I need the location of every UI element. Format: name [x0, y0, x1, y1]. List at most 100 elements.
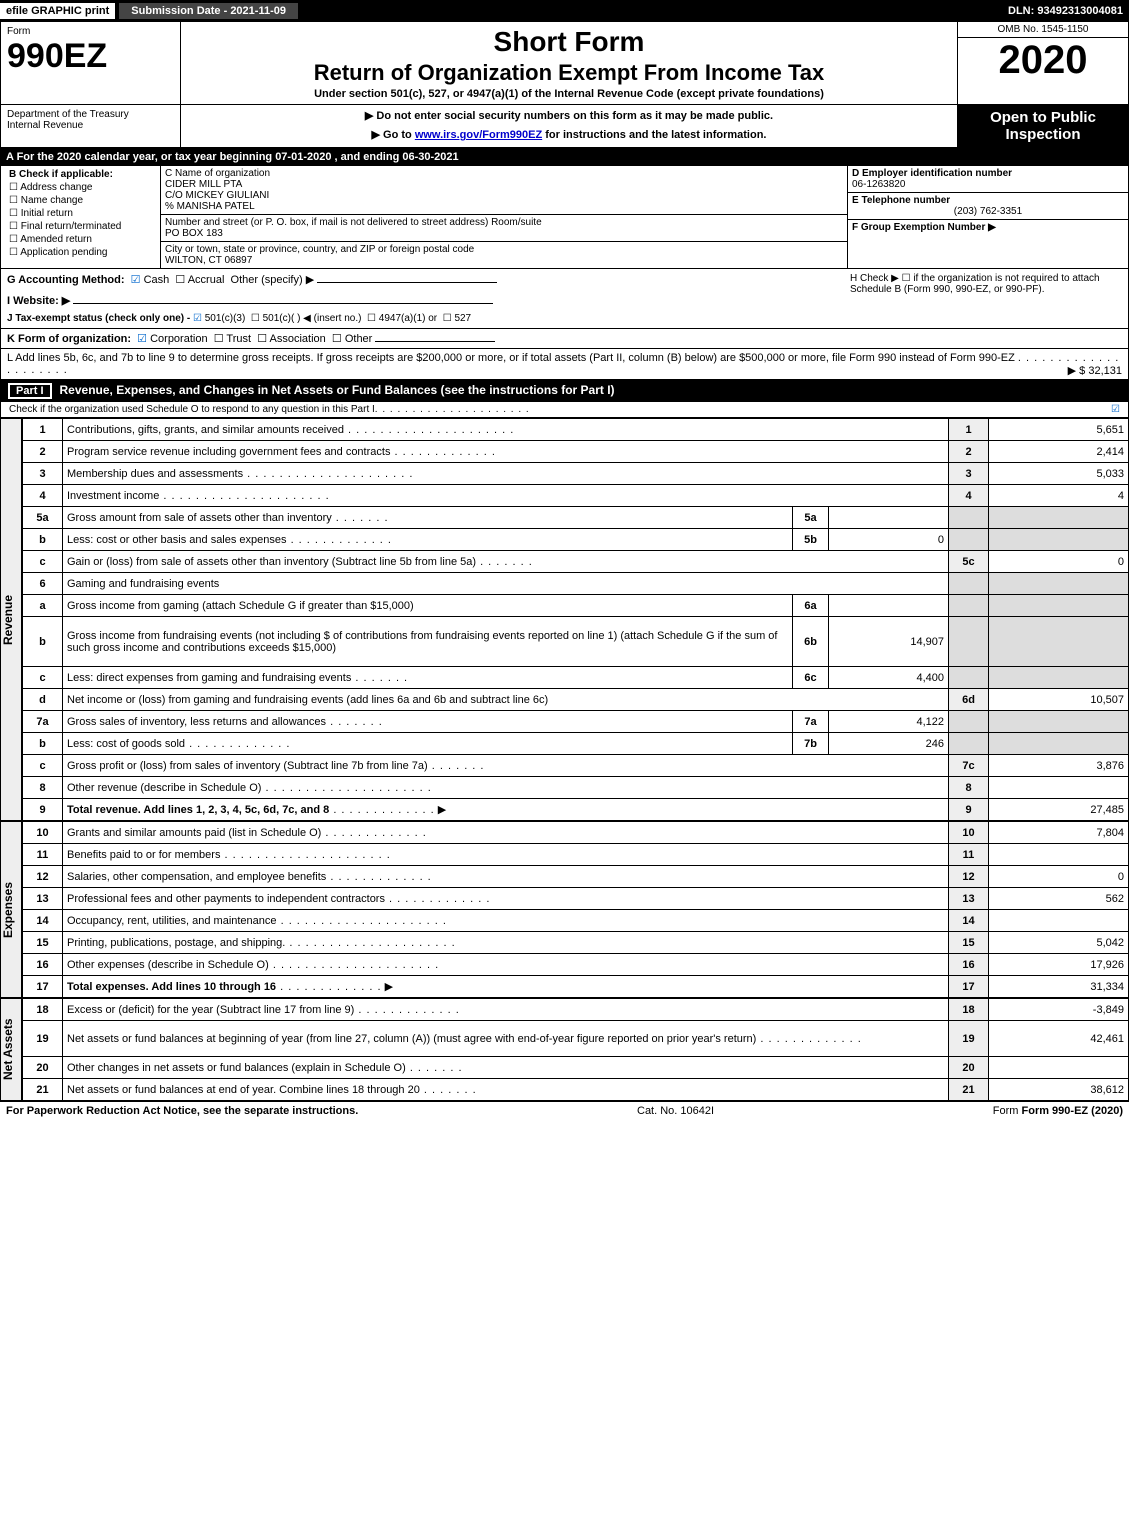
form-number: 990EZ	[7, 37, 174, 76]
line-8: 8Other revenue (describe in Schedule O)8	[23, 777, 1129, 799]
line-6a: aGross income from gaming (attach Schedu…	[23, 595, 1129, 617]
part1-sub-text: Check if the organization used Schedule …	[9, 404, 375, 415]
schedule-o-check[interactable]	[1111, 404, 1120, 415]
footer-right: Form Form 990-EZ (2020)	[993, 1105, 1123, 1117]
line-15: 15Printing, publications, postage, and s…	[23, 932, 1129, 954]
subtitle: Under section 501(c), 527, or 4947(a)(1)…	[187, 88, 951, 100]
line-1: 1Contributions, gifts, grants, and simil…	[23, 419, 1129, 441]
line-5b: bLess: cost or other basis and sales exp…	[23, 529, 1129, 551]
form-header: Form 990EZ Short Form Return of Organiza…	[0, 22, 1129, 105]
org-name-cell: C Name of organization CIDER MILL PTA C/…	[161, 166, 847, 215]
check-501c[interactable]: 501(c)( ) ◀ (insert no.)	[251, 313, 362, 324]
ein-cell: D Employer identification number 06-1263…	[848, 166, 1128, 193]
other-line	[317, 282, 497, 283]
section-c-col: C Name of organization CIDER MILL PTA C/…	[161, 166, 848, 268]
street-label: Number and street (or P. O. box, if mail…	[165, 217, 843, 228]
check-501c3[interactable]: 501(c)(3)	[193, 313, 245, 324]
other-org-line	[375, 341, 495, 342]
open-public-inspection: Open to Public Inspection	[958, 105, 1128, 147]
check-other-org[interactable]: Other	[332, 333, 372, 345]
check-527[interactable]: 527	[443, 313, 471, 324]
form-id-cell: Form 990EZ	[1, 22, 181, 104]
goto-line: ▶ Go to www.irs.gov/Form990EZ for instru…	[187, 128, 951, 141]
line-13: 13Professional fees and other payments t…	[23, 888, 1129, 910]
group-label: F Group Exemption Number ▶	[852, 222, 1124, 233]
street-value: PO BOX 183	[165, 228, 843, 239]
check-initial-return[interactable]: Initial return	[5, 207, 156, 220]
revenue-side-label: Revenue	[0, 418, 22, 821]
instructions-cell: ▶ Do not enter social security numbers o…	[181, 105, 958, 147]
line-20: 20Other changes in net assets or fund ba…	[23, 1057, 1129, 1079]
section-b-heading: B Check if applicable:	[5, 168, 156, 181]
tel-cell: E Telephone number (203) 762-3351	[848, 193, 1128, 220]
department-label: Department of the Treasury Internal Reve…	[1, 105, 181, 147]
omb-number: OMB No. 1545-1150	[958, 22, 1128, 38]
tel-label: E Telephone number	[852, 195, 1124, 206]
line-4: 4Investment income44	[23, 485, 1129, 507]
header-title-cell: Short Form Return of Organization Exempt…	[181, 22, 958, 104]
line-7c: cGross profit or (loss) from sales of in…	[23, 755, 1129, 777]
check-address-change[interactable]: Address change	[5, 181, 156, 194]
other-specify: Other (specify) ▶	[231, 274, 315, 286]
website-line	[73, 303, 493, 304]
net-assets-table: 18Excess or (deficit) for the year (Subt…	[22, 998, 1129, 1101]
line-6c: cLess: direct expenses from gaming and f…	[23, 667, 1129, 689]
section-g: G Accounting Method: Cash Accrual Other …	[7, 273, 842, 324]
line-18: 18Excess or (deficit) for the year (Subt…	[23, 999, 1129, 1021]
revenue-section: Revenue 1Contributions, gifts, grants, a…	[0, 418, 1129, 821]
l-text: L Add lines 5b, 6c, and 7b to line 9 to …	[7, 352, 1015, 364]
line-6b: bGross income from fundraising events (n…	[23, 617, 1129, 667]
form-word: Form	[7, 26, 174, 37]
page-footer: For Paperwork Reduction Act Notice, see …	[0, 1101, 1129, 1120]
ssn-warning: ▶ Do not enter social security numbers o…	[187, 109, 951, 122]
footer-cat-no: Cat. No. 10642I	[637, 1105, 714, 1117]
check-accrual[interactable]: Accrual	[175, 274, 224, 286]
dln-number: DLN: 93492313004081	[1008, 5, 1129, 17]
expenses-section: Expenses 10Grants and similar amounts pa…	[0, 821, 1129, 998]
check-name-change[interactable]: Name change	[5, 194, 156, 207]
l-amount: ▶ $ 32,131	[1068, 364, 1122, 377]
goto-suffix: for instructions and the latest informat…	[542, 129, 766, 141]
main-title: Return of Organization Exempt From Incom…	[187, 60, 951, 86]
check-4947[interactable]: 4947(a)(1) or	[367, 313, 437, 324]
street-cell: Number and street (or P. O. box, if mail…	[161, 215, 847, 242]
city-label: City or town, state or province, country…	[165, 244, 843, 255]
line-16: 16Other expenses (describe in Schedule O…	[23, 954, 1129, 976]
k-label: K Form of organization:	[7, 333, 131, 345]
ein-value: 06-1263820	[852, 179, 1124, 190]
part1-label: Part I	[8, 383, 52, 399]
check-trust[interactable]: Trust	[214, 333, 251, 345]
revenue-table: 1Contributions, gifts, grants, and simil…	[22, 418, 1129, 821]
section-h: H Check ▶ ☐ if the organization is not r…	[842, 273, 1122, 324]
year-cell: OMB No. 1545-1150 2020	[958, 22, 1128, 104]
line-3: 3Membership dues and assessments35,033	[23, 463, 1129, 485]
check-final-return[interactable]: Final return/terminated	[5, 220, 156, 233]
line-19: 19Net assets or fund balances at beginni…	[23, 1021, 1129, 1057]
check-amended-return[interactable]: Amended return	[5, 233, 156, 246]
part1-title: Revenue, Expenses, and Changes in Net As…	[60, 383, 615, 399]
accounting-method-row: G Accounting Method: Cash Accrual Other …	[0, 269, 1129, 329]
line-9: 9Total revenue. Add lines 1, 2, 3, 4, 5c…	[23, 799, 1129, 821]
line-5c: cGain or (loss) from sale of assets othe…	[23, 551, 1129, 573]
check-application-pending[interactable]: Application pending	[5, 246, 156, 259]
header-row2: Department of the Treasury Internal Reve…	[0, 105, 1129, 148]
line-6: 6Gaming and fundraising events	[23, 573, 1129, 595]
irs-link[interactable]: www.irs.gov/Form990EZ	[415, 129, 542, 141]
g-label: G Accounting Method:	[7, 274, 125, 286]
part1-header: Part I Revenue, Expenses, and Changes in…	[0, 380, 1129, 402]
line-6d: dNet income or (loss) from gaming and fu…	[23, 689, 1129, 711]
section-d-col: D Employer identification number 06-1263…	[848, 166, 1128, 268]
line-12: 12Salaries, other compensation, and empl…	[23, 866, 1129, 888]
ein-label: D Employer identification number	[852, 168, 1124, 179]
short-form-title: Short Form	[187, 26, 951, 58]
line-2: 2Program service revenue including gover…	[23, 441, 1129, 463]
section-c-label: C Name of organization	[165, 168, 843, 179]
top-bar: efile GRAPHIC print Submission Date - 20…	[0, 0, 1129, 22]
tax-year: 2020	[958, 38, 1128, 83]
section-i: I Website: ▶	[7, 295, 70, 307]
check-cash[interactable]: Cash	[131, 274, 170, 286]
line-17: 17Total expenses. Add lines 10 through 1…	[23, 976, 1129, 998]
check-corporation[interactable]: Corporation	[137, 333, 207, 345]
check-association[interactable]: Association	[257, 333, 326, 345]
line-14: 14Occupancy, rent, utilities, and mainte…	[23, 910, 1129, 932]
